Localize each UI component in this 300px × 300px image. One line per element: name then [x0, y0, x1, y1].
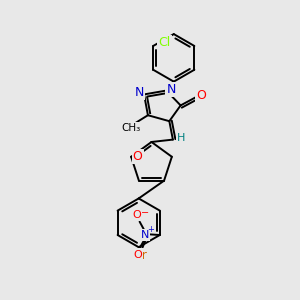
- Text: O: O: [196, 89, 206, 102]
- Text: O: O: [133, 150, 142, 163]
- Text: N: N: [141, 230, 149, 240]
- Text: −: −: [141, 208, 149, 218]
- Text: O: O: [133, 210, 142, 220]
- Text: +: +: [147, 225, 154, 234]
- Text: Cl: Cl: [158, 36, 171, 49]
- Text: N: N: [135, 86, 144, 99]
- Text: Br: Br: [134, 249, 148, 262]
- Text: N: N: [167, 82, 176, 96]
- Text: O: O: [134, 250, 142, 260]
- Text: CH₃: CH₃: [122, 123, 141, 133]
- Text: H: H: [177, 133, 185, 143]
